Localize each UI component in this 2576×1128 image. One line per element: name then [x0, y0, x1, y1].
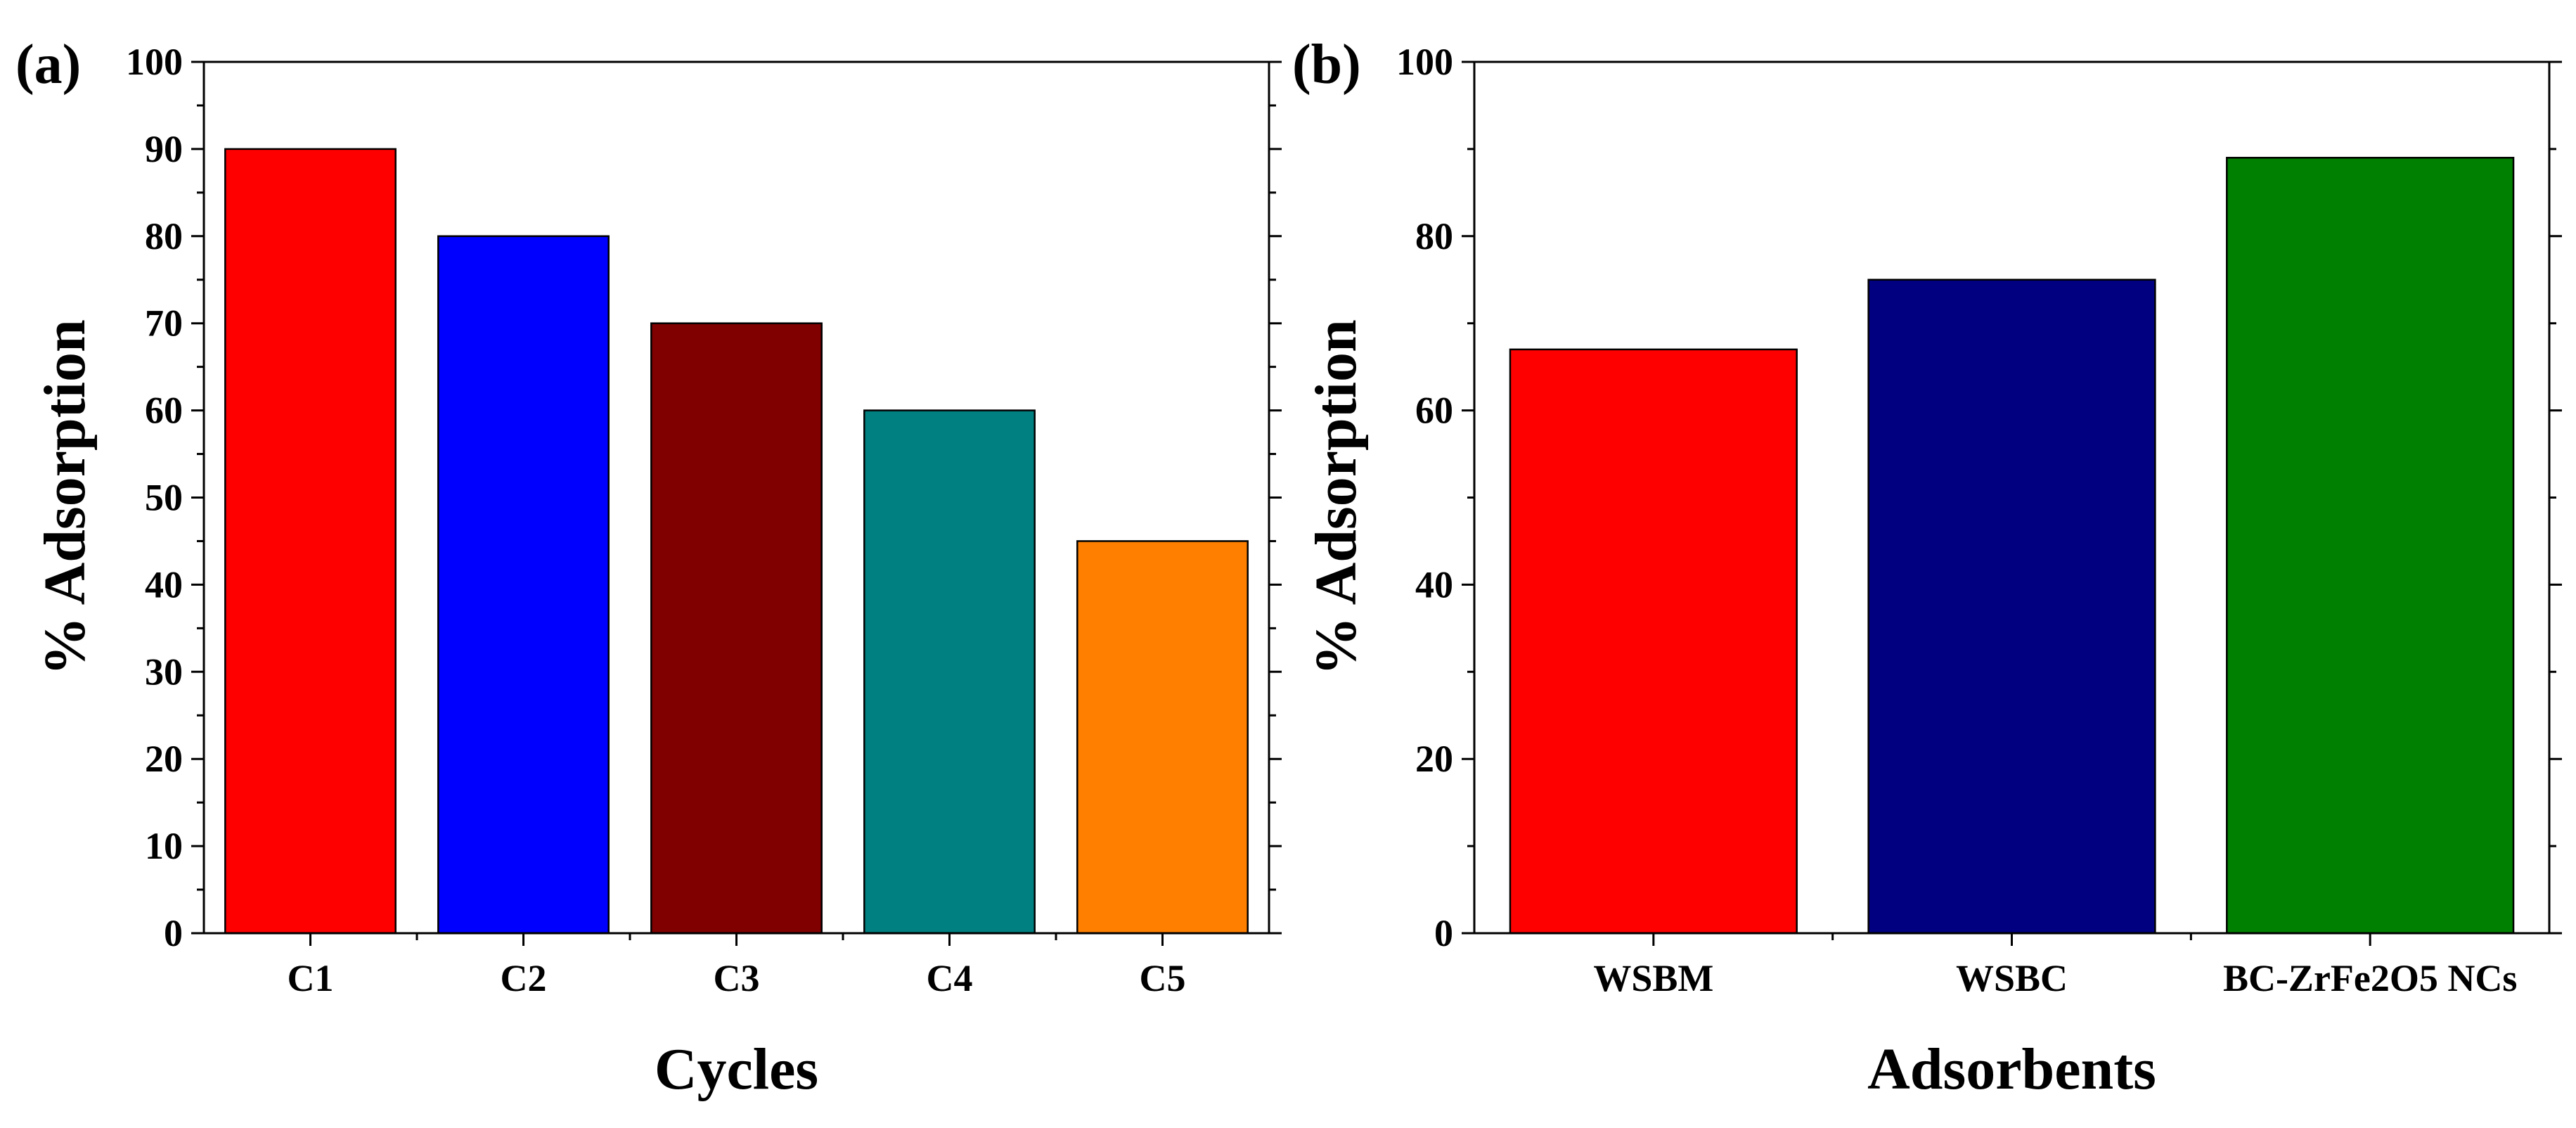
bar-c4 [863, 409, 1036, 935]
y-tick-label: 10 [145, 825, 183, 867]
y-tick-label: 0 [164, 912, 183, 954]
y-tick-label: 60 [1415, 390, 1453, 432]
y-tick-label: 40 [145, 563, 183, 605]
y-tick-label: 80 [1415, 215, 1453, 257]
chart-panel-a: 0 10 20 30 40 50 60 70 80 90 100 C1 C2 C3 C4 C5 Cycles % … [15, 34, 1282, 1102]
y-tick-label: 20 [1415, 738, 1453, 780]
x-tick-label: C1 [288, 957, 334, 999]
panel-label: (b) [1292, 34, 1361, 96]
bar-c5 [1076, 540, 1249, 935]
bar-wsbc [1867, 278, 2156, 935]
x-tick-label: C5 [1140, 957, 1186, 999]
x-tick-label: WSBM [1593, 957, 1713, 999]
y-tick-label: 40 [1415, 563, 1453, 605]
bar-c3 [650, 322, 823, 935]
x-tick-label: BC-ZrFe2O5 NCs [2223, 957, 2517, 999]
y-tick-label: 100 [1396, 41, 1453, 83]
x-axis-title: Adsorbents [1867, 1037, 2156, 1102]
x-tick-label: C4 [927, 957, 973, 999]
y-tick-label: 60 [145, 390, 183, 432]
y-tick-label: 70 [145, 302, 183, 345]
y-tick-label: 30 [145, 650, 183, 693]
chart-panel-b: 0 20 40 60 80 100 WSBM WSBC BC-ZrFe2O5 NCs Adsorb… [1292, 34, 2562, 1102]
x-tick-label: C3 [714, 957, 760, 999]
x-axis-title: Cycles [655, 1037, 818, 1102]
x-tick-label: WSBC [1956, 957, 2068, 999]
y-tick-label: 90 [145, 128, 183, 170]
y-tick-label: 100 [126, 41, 183, 83]
bar-c2 [437, 235, 610, 935]
x-tick-label: C2 [501, 957, 547, 999]
y-tick-label: 80 [145, 215, 183, 257]
y-tick-label: 50 [145, 477, 183, 519]
y-axis-title: % Adsorption [1303, 319, 1369, 675]
y-axis-title: % Adsorption [32, 319, 98, 675]
panel-label: (a) [15, 34, 81, 96]
y-tick-label: 0 [1434, 912, 1453, 954]
bar-c1 [224, 148, 397, 935]
bar-wsbm [1509, 348, 1798, 935]
bar-bc-zrfe2o5-ncs [2226, 157, 2515, 935]
y-tick-label: 20 [145, 738, 183, 780]
